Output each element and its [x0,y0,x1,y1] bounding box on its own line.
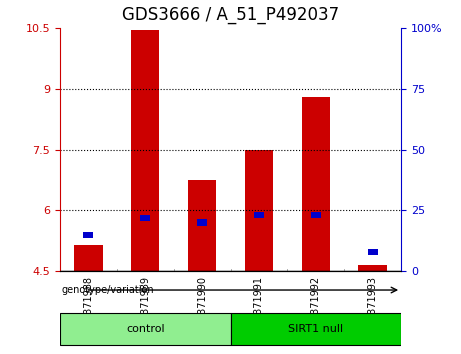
Bar [245,150,273,271]
Bar [83,232,94,238]
FancyBboxPatch shape [60,313,230,345]
FancyBboxPatch shape [230,313,401,345]
Bar [131,30,160,271]
Bar [311,212,321,218]
Text: SIRT1 null: SIRT1 null [288,324,343,334]
Text: control: control [126,324,165,334]
Text: genotype/variation: genotype/variation [61,285,154,295]
Bar [358,265,387,271]
Bar [301,97,330,271]
Title: GDS3666 / A_51_P492037: GDS3666 / A_51_P492037 [122,6,339,24]
Bar [254,212,264,218]
Bar [74,245,102,271]
Bar [367,249,378,255]
Bar [140,215,150,221]
Bar [188,180,216,271]
Bar [197,219,207,225]
